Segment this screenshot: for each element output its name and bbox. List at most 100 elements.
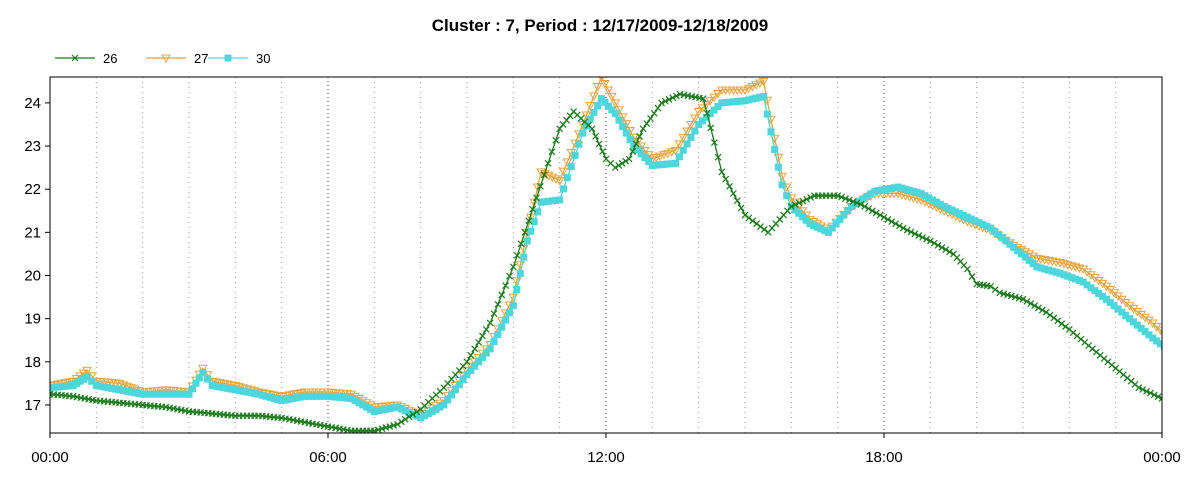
data-point-26 bbox=[1035, 304, 1042, 312]
marker-stroke bbox=[615, 162, 623, 169]
marker-stroke bbox=[658, 99, 666, 107]
data-point-26 bbox=[1146, 389, 1154, 397]
data-point-30 bbox=[695, 120, 703, 128]
data-point-26 bbox=[722, 175, 730, 183]
marker-stroke bbox=[285, 415, 293, 423]
marker-stroke bbox=[1065, 326, 1073, 333]
data-point-27 bbox=[762, 96, 773, 106]
data-point-26 bbox=[490, 310, 498, 318]
series-26 bbox=[50, 90, 1162, 433]
marker-stroke bbox=[548, 148, 556, 156]
data-point-30 bbox=[590, 108, 598, 116]
marker-stroke bbox=[807, 194, 815, 201]
data-point-27 bbox=[1070, 263, 1081, 272]
data-point-26 bbox=[1158, 395, 1162, 402]
data-point-30 bbox=[560, 185, 568, 193]
data-point-26 bbox=[665, 96, 673, 103]
data-point-26 bbox=[838, 193, 845, 201]
marker-stroke bbox=[533, 194, 540, 202]
data-point-26 bbox=[987, 282, 994, 290]
data-point-30 bbox=[828, 224, 836, 232]
marker-stroke bbox=[1007, 292, 1015, 300]
marker-stroke bbox=[305, 419, 313, 427]
data-point-27 bbox=[713, 90, 723, 99]
data-point-30 bbox=[494, 330, 502, 338]
data-point-26 bbox=[639, 125, 647, 133]
data-point-26 bbox=[632, 140, 640, 148]
data-point-27 bbox=[655, 152, 665, 162]
data-point-26 bbox=[707, 124, 715, 132]
marker-stroke bbox=[884, 215, 892, 223]
data-point-26 bbox=[592, 132, 599, 140]
marker-stroke bbox=[803, 195, 811, 203]
data-point-27 bbox=[758, 77, 769, 87]
marker-stroke bbox=[293, 417, 301, 425]
marker-stroke bbox=[696, 94, 703, 102]
marker-stroke bbox=[607, 159, 615, 167]
marker-stroke bbox=[699, 95, 707, 103]
marker-stroke bbox=[968, 273, 976, 281]
marker-stroke bbox=[1146, 389, 1154, 397]
marker-stroke bbox=[1054, 317, 1062, 325]
data-point-30 bbox=[83, 373, 91, 381]
data-point-26 bbox=[1019, 295, 1027, 303]
data-point-26 bbox=[741, 211, 749, 219]
data-point-26 bbox=[926, 237, 934, 245]
marker-stroke bbox=[81, 395, 89, 402]
marker-stroke bbox=[953, 254, 961, 262]
marker-stroke bbox=[1011, 293, 1019, 301]
data-point-26 bbox=[647, 115, 654, 122]
legend-label: 27 bbox=[194, 51, 208, 66]
data-point-26 bbox=[475, 338, 483, 346]
data-point-26 bbox=[540, 171, 548, 179]
series-30 bbox=[50, 92, 1162, 422]
marker-stroke bbox=[166, 404, 174, 412]
marker-stroke bbox=[946, 248, 954, 256]
data-point-26 bbox=[1058, 320, 1066, 328]
legend: 26 27 30 bbox=[55, 51, 270, 66]
data-point-30 bbox=[490, 338, 498, 346]
data-point-26 bbox=[1031, 302, 1039, 310]
y-tick-label: 21 bbox=[24, 224, 41, 241]
legend-marker bbox=[161, 54, 171, 64]
data-point-26 bbox=[710, 139, 718, 147]
marker-stroke bbox=[622, 157, 630, 165]
marker-stroke bbox=[722, 175, 730, 183]
marker-stroke bbox=[89, 396, 96, 404]
marker-stroke bbox=[625, 155, 633, 163]
marker-stroke bbox=[521, 228, 529, 236]
axes: 17 18 19 20 21 22 23 24 00:00 06:00 12:00 18:00 00:0… bbox=[24, 95, 1180, 466]
data-point-26 bbox=[703, 109, 711, 117]
data-point-27 bbox=[678, 133, 689, 143]
marker-stroke bbox=[584, 121, 592, 129]
data-point-26 bbox=[611, 164, 619, 172]
data-point-26 bbox=[757, 223, 764, 231]
marker-stroke bbox=[838, 193, 845, 201]
data-point-30 bbox=[530, 218, 538, 226]
marker-stroke bbox=[529, 205, 537, 213]
data-point-26 bbox=[615, 162, 623, 169]
data-point-27 bbox=[705, 97, 716, 106]
data-point-26 bbox=[405, 413, 413, 421]
data-point-26 bbox=[942, 246, 950, 254]
legend-label: 26 bbox=[103, 51, 117, 66]
data-point-30 bbox=[699, 117, 707, 125]
data-point-27 bbox=[599, 79, 610, 89]
marker-stroke bbox=[849, 197, 857, 205]
data-point-26 bbox=[673, 92, 680, 100]
marker-stroke bbox=[611, 164, 619, 172]
marker-stroke bbox=[282, 415, 289, 423]
marker-stroke bbox=[926, 237, 934, 245]
marker-stroke bbox=[707, 124, 715, 132]
marker-stroke bbox=[540, 171, 548, 179]
marker-stroke bbox=[737, 204, 745, 212]
data-point-30 bbox=[455, 381, 463, 389]
marker-stroke bbox=[525, 217, 533, 225]
data-point-26 bbox=[650, 109, 658, 117]
data-point-30 bbox=[622, 129, 630, 137]
data-point-26 bbox=[787, 203, 795, 210]
marker-stroke bbox=[942, 246, 950, 254]
data-point-26 bbox=[629, 148, 637, 155]
data-point-30 bbox=[579, 129, 587, 137]
data-point-30 bbox=[771, 145, 779, 153]
